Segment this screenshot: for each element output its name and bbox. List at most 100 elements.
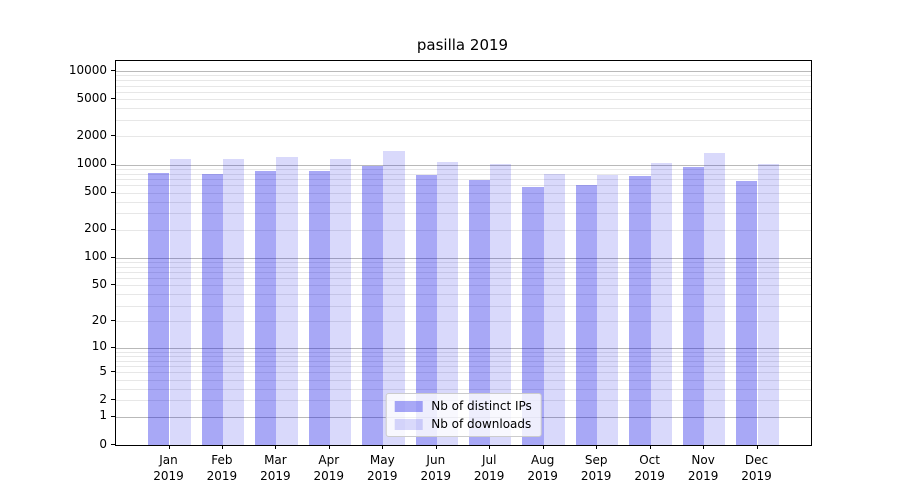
bar-downloads xyxy=(276,156,298,445)
y-tick-label: 0 xyxy=(99,436,107,451)
bar-distinct-ips xyxy=(468,179,491,445)
x-tick-label: Apr 2019 xyxy=(313,453,345,483)
x-tick xyxy=(703,445,705,449)
y-tick-label: 20 xyxy=(91,312,107,327)
gridline-minor xyxy=(116,201,811,203)
y-tick-label: 5 xyxy=(99,363,107,378)
legend-label-distinct-ips: Nb of distinct IPs xyxy=(431,399,532,413)
gridline-minor xyxy=(116,75,811,77)
x-tick-label: Jun 2019 xyxy=(420,453,452,483)
gridline-minor xyxy=(116,305,811,307)
legend-label-downloads: Nb of downloads xyxy=(431,417,532,431)
y-tick xyxy=(111,163,115,165)
gridline-minor xyxy=(116,285,811,287)
gridline-minor xyxy=(116,168,811,170)
x-tick xyxy=(382,445,384,449)
y-tick xyxy=(111,415,115,417)
gridline-major xyxy=(116,71,811,72)
gridline-minor xyxy=(116,229,811,231)
gridline-minor xyxy=(116,278,811,280)
bar-distinct-ips xyxy=(736,180,758,445)
y-tick xyxy=(111,228,115,230)
bar-distinct-ips xyxy=(201,174,223,445)
gridline-minor xyxy=(116,80,811,82)
gridline-minor xyxy=(116,85,811,87)
bar-downloads xyxy=(650,162,672,445)
y-tick-label: 2 xyxy=(99,391,107,406)
gridline-major xyxy=(116,257,811,259)
y-tick xyxy=(111,135,115,137)
y-tick-label: 500 xyxy=(84,184,107,199)
x-tick-label: Feb 2019 xyxy=(206,453,238,483)
y-tick xyxy=(111,399,115,401)
bar-downloads xyxy=(383,151,405,445)
gridline-minor xyxy=(116,379,811,381)
y-tick-label: 1000 xyxy=(76,156,107,170)
gridline-minor xyxy=(116,366,811,367)
plot-area: Nb of distinct IPs Nb of downloads xyxy=(115,60,812,446)
gridline-major xyxy=(116,164,811,166)
y-tick xyxy=(111,98,115,100)
bar-downloads xyxy=(757,163,779,445)
gridline-minor xyxy=(116,91,811,93)
bar-distinct-ips xyxy=(682,166,705,445)
gridline-minor xyxy=(116,271,811,273)
y-tick xyxy=(111,346,115,348)
gridline-major xyxy=(116,347,811,349)
y-tick xyxy=(111,70,115,71)
gridline-minor xyxy=(116,178,811,180)
gridline-minor xyxy=(116,355,811,357)
bar-distinct-ips xyxy=(415,174,437,445)
gridline-minor xyxy=(116,136,811,138)
x-tick xyxy=(168,445,170,449)
y-tick xyxy=(111,371,115,373)
gridline-minor xyxy=(116,173,811,175)
bar-downloads xyxy=(704,153,726,445)
x-tick xyxy=(756,445,758,449)
bar-downloads xyxy=(222,158,245,445)
legend: Nb of distinct IPs Nb of downloads xyxy=(385,393,542,437)
y-tick-label: 100 xyxy=(84,249,107,264)
gridline-minor xyxy=(116,388,811,390)
bar-distinct-ips xyxy=(308,170,330,445)
x-tick xyxy=(649,445,651,449)
plot-inner xyxy=(116,61,811,445)
bar-downloads xyxy=(543,174,565,445)
legend-item-downloads: Nb of downloads xyxy=(394,417,532,431)
y-tick xyxy=(111,284,115,286)
x-tick xyxy=(221,445,223,449)
x-tick xyxy=(275,445,277,449)
x-tick xyxy=(328,445,330,449)
y-tick-label: 10 xyxy=(91,339,107,354)
gridline-minor xyxy=(116,266,811,268)
y-tick-label: 200 xyxy=(84,221,107,236)
gridline-minor xyxy=(116,321,811,323)
bar-downloads xyxy=(436,161,459,445)
x-tick xyxy=(542,445,544,449)
x-tick xyxy=(596,445,598,449)
x-tick-label: Sep 2019 xyxy=(580,453,612,483)
x-tick-label: Dec 2019 xyxy=(741,453,772,483)
x-tick-label: Nov 2019 xyxy=(687,453,719,483)
y-tick xyxy=(111,191,115,193)
x-tick-label: Jan 2019 xyxy=(153,453,184,483)
x-tick-label: Oct 2019 xyxy=(634,453,665,483)
x-tick-label: Jul 2019 xyxy=(473,453,505,483)
gridline-minor xyxy=(116,119,811,121)
bar-downloads xyxy=(169,159,191,445)
gridline-minor xyxy=(116,185,811,187)
bar-distinct-ips xyxy=(148,173,170,445)
chart-title: pasilla 2019 xyxy=(416,36,509,54)
gridline-minor xyxy=(116,372,811,374)
gridline-minor xyxy=(116,294,811,296)
bar-downloads xyxy=(329,158,352,445)
gridline-minor xyxy=(116,261,811,263)
legend-swatch-downloads-icon xyxy=(394,418,423,430)
y-tick-label: 2000 xyxy=(76,127,107,142)
bar-downloads xyxy=(490,163,512,445)
bar-distinct-ips xyxy=(255,170,277,445)
gridline-minor xyxy=(116,99,811,101)
y-tick xyxy=(111,444,115,445)
bar-distinct-ips xyxy=(629,176,651,445)
